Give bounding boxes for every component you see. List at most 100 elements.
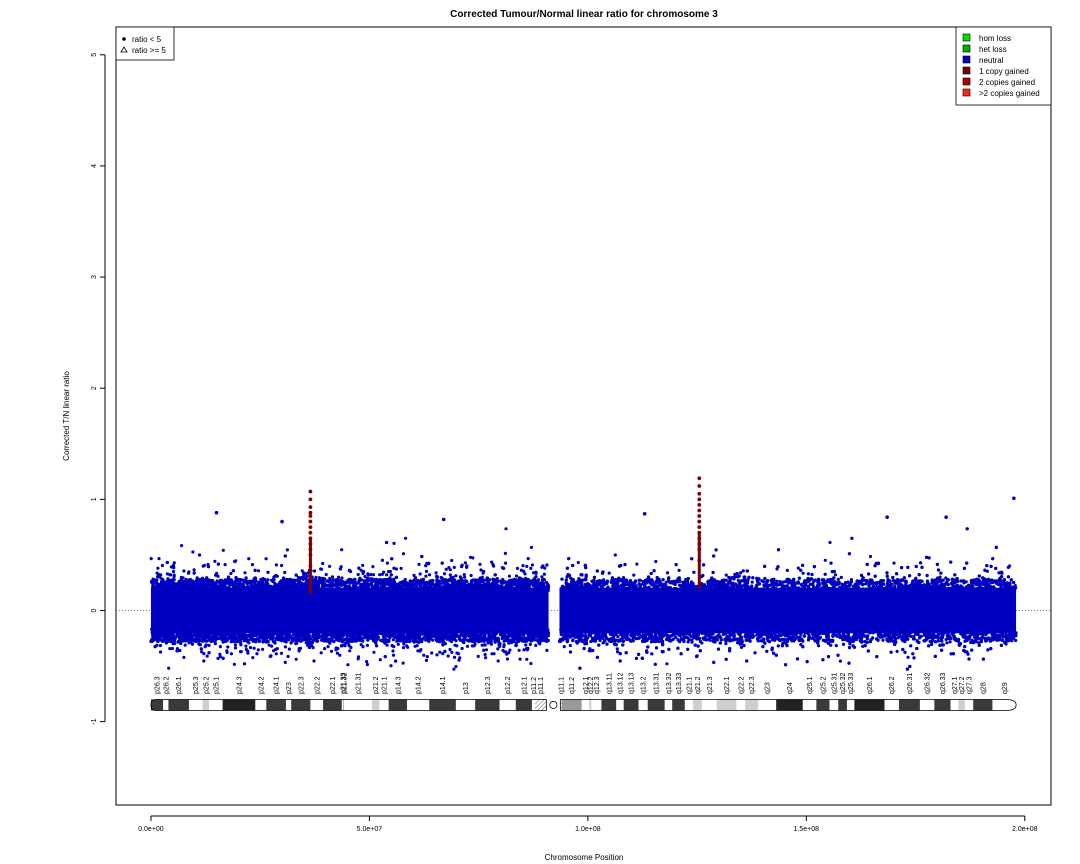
data-point [247,633,251,638]
data-point [369,572,373,577]
data-point [529,545,534,550]
data-point [344,580,348,584]
data-point [343,644,347,648]
data-point [504,630,508,634]
data-point [253,568,257,573]
data-point [329,649,334,653]
data-point [233,643,237,647]
data-point [420,587,424,591]
data-point [300,569,304,573]
data-point [502,566,506,571]
data-point [486,641,490,645]
data-point [425,637,429,641]
data-point [442,572,447,576]
data-point [363,574,367,579]
data-point [233,632,237,636]
data-point [466,628,470,632]
data-point [179,641,183,646]
data-point [180,631,184,635]
data-point [478,583,482,587]
data-point [359,643,363,647]
data-point [237,629,241,633]
data-point [205,586,209,590]
data-point [180,544,184,548]
data-point [286,654,290,659]
data-point [183,628,187,632]
data-point [347,568,351,573]
data-point [265,634,269,639]
data-point [444,633,448,637]
data-point [501,648,505,653]
data-point [180,627,184,631]
data-point [529,590,533,594]
data-point [514,643,519,647]
data-point [171,569,176,574]
data-point [218,645,222,649]
data-point [306,632,310,636]
data-point [433,590,437,594]
data-point [438,638,442,642]
data-point [369,577,373,581]
data-point [288,577,292,582]
data-point [321,578,325,582]
data-point [338,653,342,657]
data-point [545,648,549,653]
y-axis-label: Corrected T/N linear ratio [62,371,71,461]
data-point [429,579,433,583]
data-point [495,585,499,589]
data-point [380,572,384,576]
data-point [243,636,247,640]
data-point [390,644,394,648]
data-point [307,635,311,639]
data-point [455,644,459,648]
data-point [476,634,480,638]
data-point [516,639,520,644]
data-point [434,574,439,578]
data-point [184,638,188,643]
data-point [482,648,486,652]
data-point [366,633,370,637]
data-point [229,652,233,656]
data-point [366,638,370,642]
data-point [159,576,163,580]
data-point [301,589,305,593]
data-point [398,638,402,642]
data-point [542,636,546,641]
data-point [478,576,482,580]
data-point [535,635,539,639]
data-point [512,632,517,636]
data-point [503,551,507,556]
data-point [179,575,183,580]
data-point [491,577,495,582]
data-point [460,564,464,569]
data-point [295,583,299,587]
data-point [207,630,211,634]
data-point [399,566,403,571]
data-point [450,558,454,563]
data-point [424,658,429,663]
data-point [270,644,274,648]
data-point [226,637,230,641]
data-point [461,632,465,636]
data-point [217,588,221,592]
data-point [216,637,220,641]
data-point [427,573,432,577]
data-point [155,578,159,582]
data-point [338,567,342,571]
data-point [461,640,465,644]
data-point [409,585,413,589]
data-point [262,630,267,634]
data-point [153,645,157,649]
data-point [470,589,474,594]
data-point [317,631,321,635]
series-neutral-points [149,527,1018,704]
data-point [153,635,157,639]
data-point [324,629,328,633]
data-point [232,662,236,666]
data-point [293,590,297,594]
data-point [225,649,229,653]
data-point [299,630,303,634]
data-point [229,571,233,576]
data-point [472,639,476,644]
data-point [475,587,479,592]
